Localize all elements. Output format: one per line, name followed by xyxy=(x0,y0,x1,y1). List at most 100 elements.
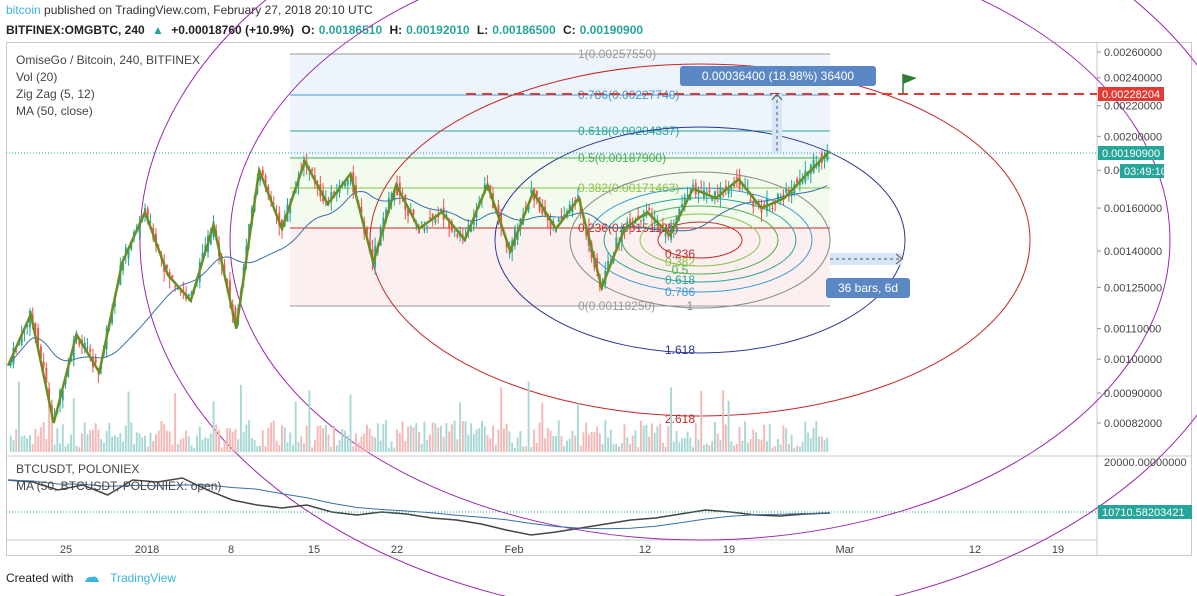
volume-bar xyxy=(478,428,481,452)
fib-circle[interactable] xyxy=(494,126,906,354)
volume-bar xyxy=(461,420,464,452)
btc-ma-line xyxy=(7,479,831,530)
volume-bar xyxy=(215,424,218,452)
volume-bar xyxy=(231,431,234,452)
volume-bar xyxy=(683,437,686,452)
candle-body xyxy=(365,227,368,235)
volume-bar xyxy=(250,437,253,452)
measure-tooltip[interactable] xyxy=(680,66,876,86)
volume-bar xyxy=(798,446,801,452)
fib-circle[interactable] xyxy=(639,213,761,267)
volume-bar xyxy=(198,426,201,452)
fib-circle[interactable] xyxy=(569,171,831,309)
volume-bar xyxy=(650,423,653,452)
candle-body xyxy=(678,208,681,217)
fib-circle-label: 0.382 xyxy=(665,255,695,269)
fib-circle[interactable] xyxy=(603,197,797,283)
volume-bar xyxy=(50,405,53,452)
close-value: 0.00190900 xyxy=(579,23,644,37)
y-tick-label: 0.00160000 xyxy=(1104,203,1162,215)
range-label: 36 bars, 6d xyxy=(838,281,898,295)
measure-arrow-head xyxy=(771,93,783,101)
volume-bar xyxy=(456,439,459,452)
fib-circle[interactable] xyxy=(369,63,1031,417)
target-price-tag: 0.00228204 xyxy=(1098,87,1164,101)
volume-bar xyxy=(18,381,20,452)
volume-bar xyxy=(670,387,673,452)
candle-body xyxy=(626,221,629,228)
volume-bar xyxy=(637,447,640,452)
y-tick-label: 0.00110000 xyxy=(1104,324,1161,336)
sub-legend-ma[interactable]: MA (50, BTCUSDT, POLONIEX: open) xyxy=(16,479,222,493)
volume-bar xyxy=(144,435,146,452)
candle-body xyxy=(89,348,92,352)
volume-bar xyxy=(689,437,692,452)
candle-body xyxy=(530,189,533,193)
candle-body xyxy=(127,250,130,259)
volume-bar xyxy=(557,420,560,452)
x-tick-label: 2018 xyxy=(135,544,159,556)
fib-circle[interactable] xyxy=(229,0,1171,541)
volume-bar xyxy=(787,443,790,452)
volume-bar xyxy=(346,435,349,452)
x-tick-label: 19 xyxy=(723,544,735,556)
legend-vol[interactable]: Vol (20) xyxy=(16,70,58,84)
chart-legend: OmiseGo / Bitcoin, 240, BITFINEX Vol (20… xyxy=(16,52,200,120)
tradingview-link[interactable]: TradingView xyxy=(110,571,177,585)
candle-body xyxy=(174,286,177,288)
x-tick-label: 12 xyxy=(969,544,981,556)
volume-bar xyxy=(89,430,92,452)
y-tick-label: 0.00140000 xyxy=(1104,246,1162,258)
legend-zigzag[interactable]: Zig Zag (5, 12) xyxy=(16,87,95,101)
volume-bar xyxy=(398,432,401,452)
fib-circle[interactable] xyxy=(657,221,743,259)
volume-bar xyxy=(768,424,771,452)
x-tick-label: 8 xyxy=(228,544,234,556)
volume-bar xyxy=(744,421,747,452)
range-tooltip[interactable] xyxy=(826,278,910,298)
candle-body xyxy=(124,247,127,255)
volume-bar xyxy=(541,402,544,452)
volume-bar xyxy=(61,424,64,452)
volume-bar xyxy=(64,446,67,452)
volume-bar xyxy=(820,436,823,452)
volume-bar xyxy=(809,437,812,452)
volume-bar xyxy=(352,446,355,452)
volume-bar xyxy=(34,428,37,452)
volume-bar xyxy=(333,425,336,452)
volume-bar xyxy=(686,431,689,452)
flag-icon[interactable] xyxy=(902,74,917,94)
volume-bar xyxy=(322,428,325,452)
up-arrow-icon: ▲ xyxy=(152,23,164,37)
candle-body xyxy=(130,242,133,250)
candle-body xyxy=(53,413,56,415)
volume-bar xyxy=(311,447,314,452)
candle-body xyxy=(763,204,766,207)
candle-body xyxy=(818,163,820,167)
volume-bar xyxy=(357,442,360,452)
candle-body xyxy=(785,189,788,193)
symbol-label: BITFINEX:OMGBTC, 240 xyxy=(6,23,145,37)
btc-last-tag: 10710.58203421 xyxy=(1098,505,1192,519)
volume-bar xyxy=(642,425,645,452)
volume-bar xyxy=(656,426,659,452)
fib-circle-label: 2.618 xyxy=(665,412,695,426)
author-name[interactable]: bitcoin xyxy=(6,3,41,17)
volume-bar xyxy=(508,431,511,452)
legend-ma[interactable]: MA (50, close) xyxy=(16,104,93,118)
fib-circle-label: 0.236 xyxy=(665,247,695,261)
volume-bar xyxy=(212,401,215,452)
volume-bar xyxy=(692,447,694,452)
candle-body xyxy=(264,175,267,188)
volume-bar xyxy=(774,446,777,452)
volume-bar xyxy=(766,441,768,452)
publish-header: bitcoin published on TradingView.com, Fe… xyxy=(0,0,1197,20)
volume-bar xyxy=(116,437,119,452)
volume-bar xyxy=(626,437,629,452)
volume-bar xyxy=(703,444,705,452)
candle-body xyxy=(576,195,579,197)
volume-bar xyxy=(497,429,500,452)
candle-body xyxy=(171,275,174,278)
volume-bar xyxy=(264,446,267,452)
